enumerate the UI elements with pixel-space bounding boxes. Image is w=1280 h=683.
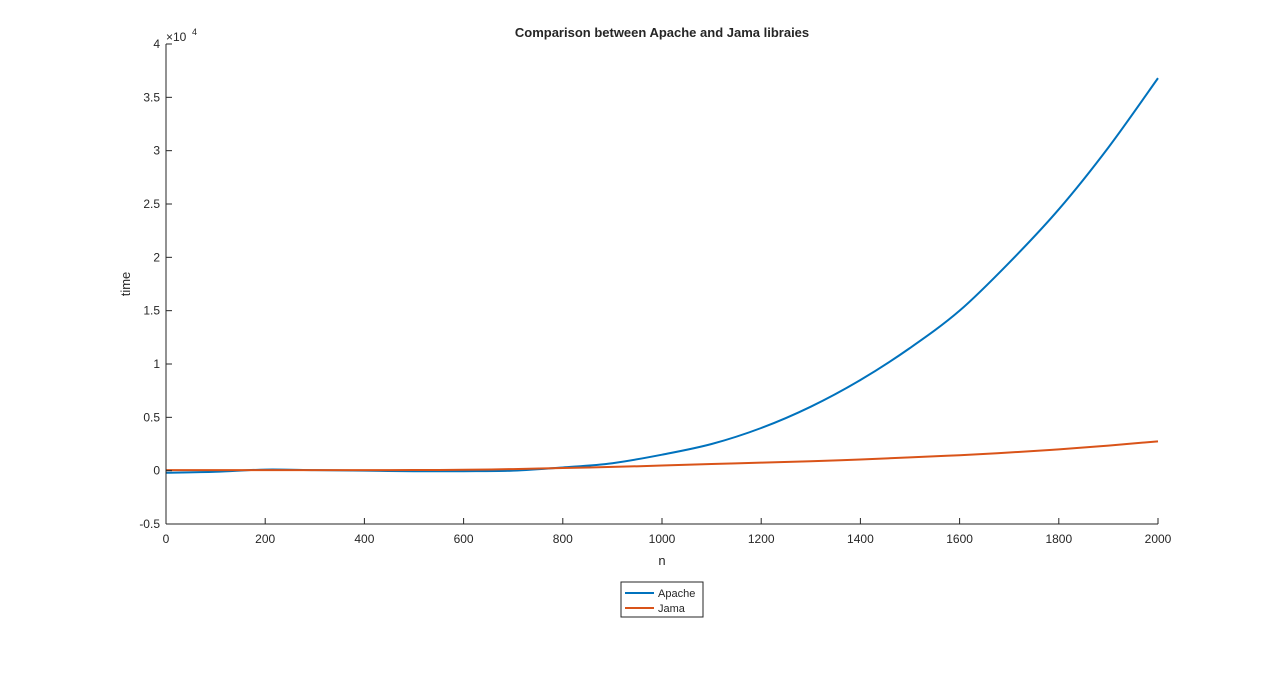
x-axis-ticks: 0 200 400 600 800 1000 1200 1400 1600 1800 2000 [163,518,1172,546]
y-axis-label: time [118,272,133,297]
x-tick-label: 1800 [1045,532,1072,546]
y-tick-label: 1.5 [143,304,160,318]
y-tick-label: 2 [153,250,160,264]
x-tick-label: 1200 [748,532,775,546]
x-tick-label: 200 [255,532,275,546]
y-tick-label: 0.5 [143,410,160,424]
y-tick-label: 2.5 [143,197,160,211]
y-tick-label: 4 [153,37,160,51]
legend: Apache Jama [620,581,704,618]
y-tick-label: -0.5 [139,517,160,531]
x-tick-label: 600 [454,532,474,546]
legend-box [620,581,704,618]
y-exponent-power: 4 [192,27,197,37]
y-tick-label: 3.5 [143,90,160,104]
chart-title: Comparison between Apache and Jama libra… [515,25,809,40]
y-axis-ticks: -0.5 0 0.5 1 1.5 2 2.5 3 3.5 4 [139,37,172,531]
x-tick-label: 400 [354,532,374,546]
y-tick-label: 3 [153,144,160,158]
series-line-jama [166,440,1159,472]
plot-area: 0 200 400 600 800 1000 1200 1400 1600 1800 2000 -0… [139,37,1171,546]
x-axis-label: n [658,553,665,568]
x-tick-label: 2000 [1145,532,1172,546]
y-exponent-marker: ×10 4 [166,27,197,44]
legend-label-jama: Jama [658,603,686,615]
legend-label-apache: Apache [658,588,695,600]
series-layer [165,77,1159,474]
x-tick-label: 0 [163,532,170,546]
y-exponent-label: ×10 [166,30,187,44]
x-tick-label: 1000 [649,532,676,546]
x-tick-label: 1400 [847,532,874,546]
x-tick-label: 800 [553,532,573,546]
y-tick-label: 1 [153,357,160,371]
y-tick-label: 0 [153,464,160,478]
x-tick-label: 1600 [946,532,973,546]
